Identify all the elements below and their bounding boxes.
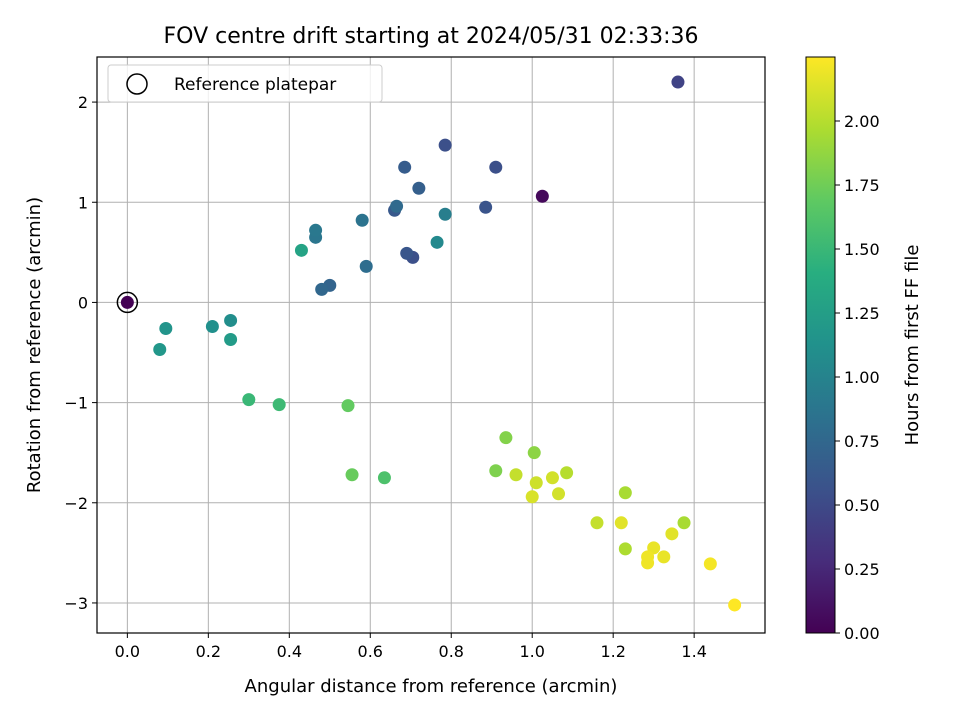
data-point xyxy=(509,468,523,482)
data-points xyxy=(120,75,742,612)
colorbar-tick-label: 0.50 xyxy=(844,496,880,515)
data-point xyxy=(489,160,503,174)
data-point xyxy=(641,556,655,570)
data-point xyxy=(205,319,219,333)
colorbar-tick-label: 0.25 xyxy=(844,560,880,579)
data-point xyxy=(159,321,173,335)
data-point xyxy=(677,516,691,530)
data-point xyxy=(665,527,679,541)
colorbar-tick-label: 1.00 xyxy=(844,368,880,387)
y-tick-label: −1 xyxy=(64,394,88,413)
data-point xyxy=(535,189,549,203)
data-point xyxy=(552,487,566,501)
x-tick-label: 0.6 xyxy=(358,642,383,661)
colorbar-label: Hours from first FF file xyxy=(902,245,923,446)
data-point xyxy=(728,598,742,612)
reference-marker xyxy=(116,291,139,314)
data-point xyxy=(242,393,256,407)
legend-marker-icon xyxy=(126,73,148,95)
data-point xyxy=(309,223,323,237)
data-point xyxy=(703,557,717,571)
data-point xyxy=(438,138,452,152)
data-point xyxy=(618,486,632,500)
data-point xyxy=(657,550,671,564)
legend-entry: Reference platepar xyxy=(174,75,336,95)
x-tick-label: 0.2 xyxy=(196,642,221,661)
data-point xyxy=(377,471,391,485)
data-point xyxy=(153,343,167,357)
colorbar-gradient xyxy=(805,56,836,634)
data-point xyxy=(294,243,308,257)
colorbar-tick-label: 1.50 xyxy=(844,240,880,259)
y-tick-label: −2 xyxy=(64,494,88,513)
data-point xyxy=(400,246,414,260)
y-tick-label: 2 xyxy=(78,93,88,112)
data-point xyxy=(438,207,452,221)
colorbar-ticks: 0.00 0.25 0.50 0.75 1.00 1.25 1.50 1.75 2.00 xyxy=(835,112,880,643)
colorbar-tick-label: 0.00 xyxy=(844,624,880,643)
y-tick-label: 0 xyxy=(78,293,88,312)
data-point xyxy=(272,398,286,412)
legend-box xyxy=(107,64,383,103)
colorbar: 0.00 0.25 0.50 0.75 1.00 1.25 1.50 1.75 2.00 Hou… xyxy=(805,56,923,643)
y-axis-ticks: −3 −2 −1 0 1 2 xyxy=(64,93,97,613)
x-tick-label: 1.0 xyxy=(519,642,544,661)
data-point xyxy=(390,199,404,213)
data-point xyxy=(489,464,503,478)
data-point xyxy=(120,295,134,309)
data-point xyxy=(671,75,685,89)
data-point xyxy=(355,213,369,227)
x-axis-label: Angular distance from reference (arcmin) xyxy=(245,676,618,697)
x-tick-label: 0.0 xyxy=(115,642,140,661)
colorbar-tick-label: 1.25 xyxy=(844,304,880,323)
data-point xyxy=(224,332,238,346)
data-point xyxy=(345,468,359,482)
data-point xyxy=(529,476,543,490)
data-point xyxy=(412,181,426,195)
data-point xyxy=(315,282,329,296)
data-point xyxy=(430,235,444,249)
data-point xyxy=(224,313,238,327)
data-point xyxy=(479,200,493,214)
x-tick-label: 1.2 xyxy=(600,642,625,661)
x-tick-label: 0.8 xyxy=(439,642,464,661)
data-point xyxy=(525,490,539,504)
data-point xyxy=(545,471,559,485)
chart-title: FOV centre drift starting at 2024/05/31 … xyxy=(164,24,699,49)
reference-platepar-marker xyxy=(116,291,139,314)
data-point xyxy=(560,466,574,480)
data-point xyxy=(359,259,373,273)
data-point xyxy=(590,516,604,530)
plot-frame xyxy=(96,56,766,634)
data-point xyxy=(618,542,632,556)
y-tick-label: 1 xyxy=(78,193,88,212)
data-point xyxy=(499,431,513,445)
y-tick-label: −3 xyxy=(64,594,88,613)
grid xyxy=(97,57,765,633)
data-point xyxy=(341,399,355,413)
x-tick-label: 0.4 xyxy=(277,642,302,661)
data-point xyxy=(398,160,412,174)
x-axis-ticks: 0.0 0.2 0.4 0.6 0.8 1.0 1.2 1.4 xyxy=(115,633,707,661)
y-axis-label: Rotation from reference (arcmin) xyxy=(24,197,45,493)
colorbar-tick-label: 1.75 xyxy=(844,176,880,195)
colorbar-tick-label: 0.75 xyxy=(844,432,880,451)
x-tick-label: 1.4 xyxy=(681,642,706,661)
colorbar-tick-label: 2.00 xyxy=(844,112,880,131)
data-point xyxy=(527,446,541,460)
legend: Reference platepar xyxy=(107,64,383,103)
data-point xyxy=(614,516,628,530)
